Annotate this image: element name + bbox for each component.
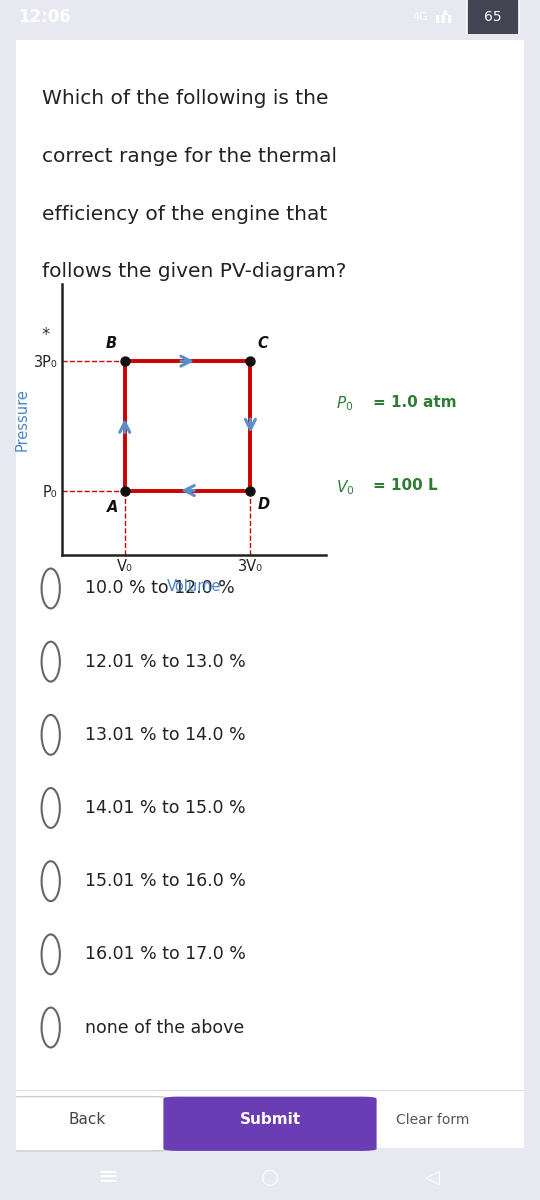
Text: = 1.0 atm: = 1.0 atm (373, 395, 456, 409)
Text: 13.01 % to 14.0 %: 13.01 % to 14.0 % (85, 726, 245, 744)
Text: Which of the following is the: Which of the following is the (42, 90, 328, 108)
Text: C: C (258, 336, 269, 352)
Text: efficiency of the engine that: efficiency of the engine that (42, 205, 327, 224)
Y-axis label: Pressure: Pressure (15, 388, 30, 451)
Text: $P_0$: $P_0$ (336, 395, 353, 413)
Text: = 100 L: = 100 L (373, 479, 437, 493)
FancyBboxPatch shape (467, 0, 519, 64)
Text: D: D (258, 497, 270, 512)
FancyBboxPatch shape (6, 1097, 168, 1151)
Text: 16.01 % to 17.0 %: 16.01 % to 17.0 % (85, 946, 246, 964)
Text: ◁: ◁ (424, 1168, 440, 1187)
Text: Back: Back (69, 1112, 106, 1127)
FancyBboxPatch shape (164, 1097, 376, 1151)
Text: $V_0$: $V_0$ (336, 479, 355, 497)
Text: *: * (42, 325, 50, 343)
Text: B: B (105, 336, 117, 352)
X-axis label: Volume: Volume (167, 578, 221, 594)
Text: 15.01 % to 16.0 %: 15.01 % to 16.0 % (85, 872, 246, 890)
Text: 14.01 % to 15.0 %: 14.01 % to 15.0 % (85, 799, 245, 817)
Text: Clear form: Clear form (396, 1112, 469, 1127)
Text: 12:06: 12:06 (18, 8, 71, 26)
Text: correct range for the thermal: correct range for the thermal (42, 148, 336, 166)
Text: follows the given PV-diagram?: follows the given PV-diagram? (42, 263, 346, 282)
Text: none of the above: none of the above (85, 1019, 244, 1037)
Text: 4G: 4G (412, 12, 428, 22)
Text: 65: 65 (484, 10, 502, 24)
FancyBboxPatch shape (14, 35, 526, 1153)
Text: 10.0 % to 12.0 %: 10.0 % to 12.0 % (85, 580, 234, 598)
Text: ≡: ≡ (98, 1165, 118, 1189)
Text: ○: ○ (261, 1168, 279, 1187)
Text: 12.01 % to 13.0 %: 12.01 % to 13.0 % (85, 653, 246, 671)
Text: A: A (107, 500, 118, 515)
Text: Submit: Submit (239, 1112, 301, 1127)
Text: ▲
▌▌▌: ▲ ▌▌▌ (435, 7, 455, 24)
